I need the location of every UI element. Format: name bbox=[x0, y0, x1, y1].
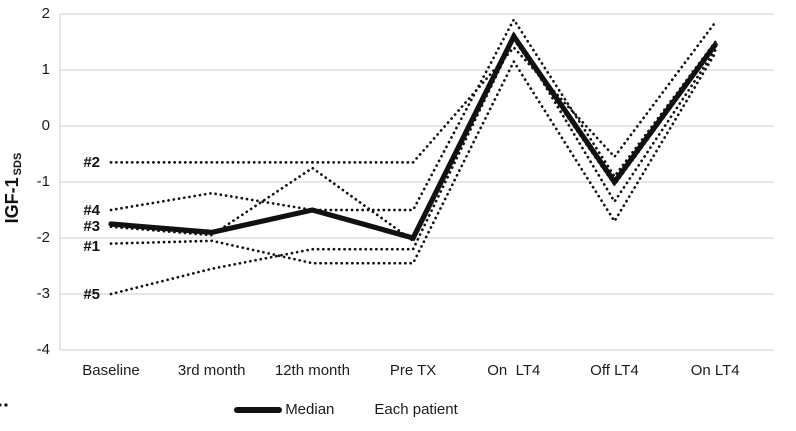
x-axis-category-label: On LT4 bbox=[487, 362, 541, 379]
x-axis-category-label: Pre TX bbox=[389, 362, 437, 379]
legend: Median Each patient bbox=[0, 401, 744, 418]
median-line-swatch-icon bbox=[234, 406, 283, 413]
patient-label-5: #5 bbox=[83, 286, 100, 303]
y-axis-tick-label: 0 bbox=[41, 117, 50, 134]
legend-label-each-patient: Each patient bbox=[374, 401, 458, 418]
patient-label-1: #1 bbox=[83, 238, 100, 256]
x-axis-category-label: On LT4 bbox=[690, 362, 740, 379]
y-axis-tick-label: 1 bbox=[41, 61, 50, 78]
y-axis-tick-label: -1 bbox=[36, 173, 50, 190]
patient-label-3: #3 bbox=[83, 217, 100, 235]
series-line-patient-1 bbox=[109, 51, 717, 265]
x-axis-category-label: Off LT4 bbox=[590, 362, 639, 379]
legend-item-each-patient: Each patient bbox=[0, 401, 458, 418]
patient-label-2: #2 bbox=[83, 154, 100, 172]
series-line-patient-4 bbox=[109, 18, 717, 212]
y-axis-tick-label: -4 bbox=[36, 341, 50, 358]
patient-label-4: #4 bbox=[83, 202, 100, 219]
series-line-patient-2 bbox=[109, 21, 717, 164]
series-line-patient-5 bbox=[109, 37, 717, 296]
x-axis-category-label: Baseline bbox=[82, 362, 140, 379]
y-axis-tick-label: -3 bbox=[36, 285, 50, 302]
legend-item-median: Median bbox=[234, 401, 334, 418]
series-line-median bbox=[108, 31, 718, 242]
y-axis-title-sub: SDS bbox=[12, 152, 24, 176]
y-axis-tick-label: 2 bbox=[41, 5, 50, 22]
series-line-patient-3 bbox=[109, 32, 717, 243]
legend-label-median: Median bbox=[285, 401, 335, 418]
patient-line-swatch-icon bbox=[0, 403, 9, 407]
x-axis-category-label: 12th month bbox=[274, 362, 350, 379]
x-axis-category-label: 3rd month bbox=[177, 362, 246, 379]
y-axis-tick-label: -2 bbox=[36, 229, 50, 246]
